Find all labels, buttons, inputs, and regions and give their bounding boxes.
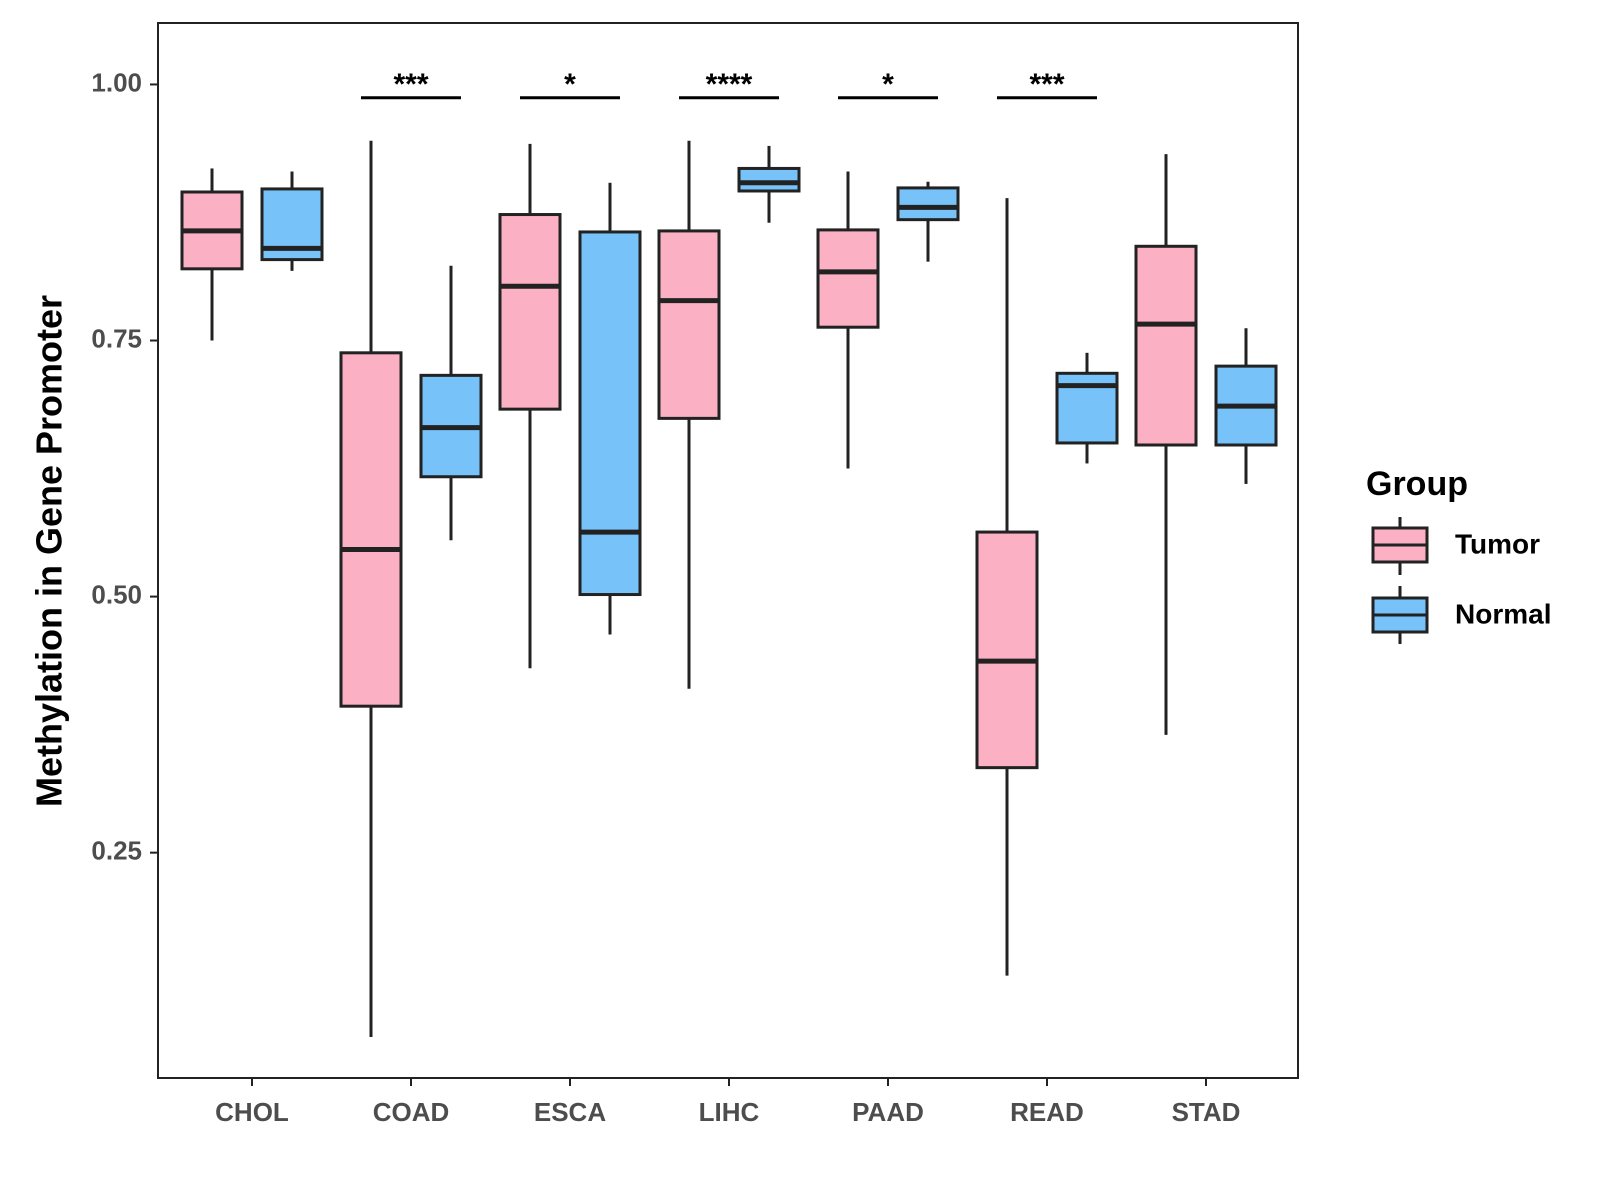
legend: Group Tumor Normal: [1366, 465, 1551, 644]
x-tick-label-read: READ: [1010, 1097, 1084, 1127]
sig-label-read: ***: [1029, 68, 1064, 101]
box-tumor-coad[interactable]: [339, 140, 403, 1038]
box-normal-esca[interactable]: [578, 182, 642, 635]
y-tick-label: 1.00: [91, 67, 142, 97]
box-tumor-lihc[interactable]: [657, 140, 721, 689]
legend-item-normal[interactable]: Normal: [1371, 586, 1551, 644]
box-normal-lihc[interactable]: [737, 145, 801, 223]
box-tumor-read[interactable]: [975, 198, 1039, 976]
box-normal-stad[interactable]: [1214, 328, 1278, 484]
sig-label-esca: *: [564, 68, 576, 101]
box-body-tumor-paad: [816, 228, 880, 329]
y-tick-label: 0.25: [91, 836, 142, 866]
box-body-tumor-lihc: [657, 229, 721, 420]
box-normal-chol[interactable]: [260, 171, 324, 271]
legend-label-normal: Normal: [1455, 598, 1551, 629]
box-tumor-esca[interactable]: [498, 143, 562, 669]
box-body-normal-paad: [896, 186, 960, 222]
box-body-tumor-read: [975, 530, 1039, 770]
sig-label-coad: ***: [393, 68, 428, 101]
y-axis: 0.25 0.50 0.75 1.00: [91, 67, 158, 866]
panel-border: [157, 22, 1299, 1079]
box-tumor-paad[interactable]: [816, 171, 880, 469]
significance-layer: *** * **** * ***: [361, 68, 1097, 101]
box-body-tumor-stad: [1134, 244, 1198, 447]
box-tumor-chol[interactable]: [180, 168, 244, 341]
box-body-normal-esca: [578, 230, 642, 597]
y-tick-label: 0.75: [91, 323, 142, 353]
sig-label-lihc: ****: [706, 68, 753, 101]
box-normal-paad[interactable]: [896, 181, 960, 262]
box-body-tumor-esca: [498, 213, 562, 411]
boxes-layer: [180, 140, 1278, 1038]
sig-label-paad: *: [882, 68, 894, 101]
x-tick-label-esca: ESCA: [534, 1097, 606, 1127]
legend-item-tumor[interactable]: Tumor: [1371, 517, 1540, 575]
y-tick-label: 0.50: [91, 579, 142, 609]
x-tick-label-chol: CHOL: [215, 1097, 289, 1127]
box-tumor-stad[interactable]: [1134, 154, 1198, 735]
box-body-tumor-coad: [339, 351, 403, 708]
box-normal-coad[interactable]: [419, 265, 483, 541]
legend-label-tumor: Tumor: [1455, 528, 1540, 559]
x-tick-label-paad: PAAD: [852, 1097, 924, 1127]
x-tick-label-coad: COAD: [373, 1097, 450, 1127]
box-body-normal-lihc: [737, 166, 801, 193]
legend-title: Group: [1366, 465, 1468, 503]
y-axis-title: Methylation in Gene Promoter: [29, 295, 70, 807]
x-tick-label-lihc: LIHC: [699, 1097, 760, 1127]
x-axis: CHOL COAD ESCA LIHC PAAD READ STAD: [215, 1078, 1240, 1127]
box-normal-read[interactable]: [1055, 352, 1119, 464]
x-tick-label-stad: STAD: [1172, 1097, 1241, 1127]
